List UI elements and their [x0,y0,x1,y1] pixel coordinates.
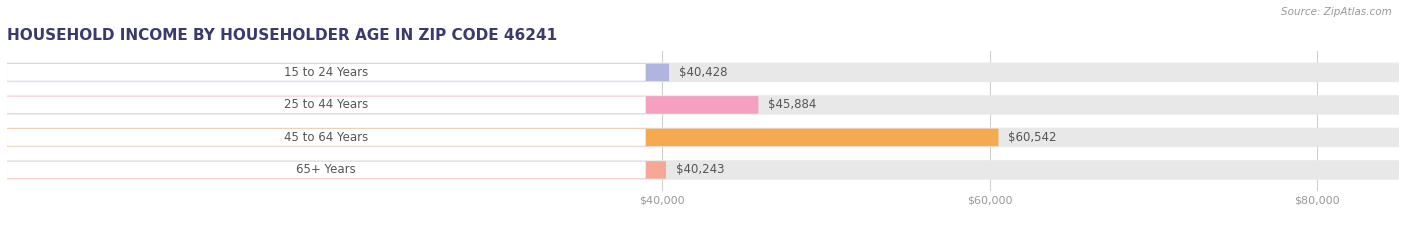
FancyBboxPatch shape [7,96,645,113]
FancyBboxPatch shape [7,161,645,178]
FancyBboxPatch shape [7,63,1399,82]
Text: HOUSEHOLD INCOME BY HOUSEHOLDER AGE IN ZIP CODE 46241: HOUSEHOLD INCOME BY HOUSEHOLDER AGE IN Z… [7,28,557,43]
FancyBboxPatch shape [7,129,645,146]
FancyBboxPatch shape [7,161,666,179]
Text: 65+ Years: 65+ Years [297,163,356,176]
FancyBboxPatch shape [7,96,758,114]
FancyBboxPatch shape [7,129,998,146]
Text: $60,542: $60,542 [1008,131,1057,144]
FancyBboxPatch shape [7,64,669,81]
Text: 45 to 64 Years: 45 to 64 Years [284,131,368,144]
Text: 25 to 44 Years: 25 to 44 Years [284,98,368,111]
FancyBboxPatch shape [7,64,645,81]
Text: $40,428: $40,428 [679,66,727,79]
FancyBboxPatch shape [7,160,1399,180]
FancyBboxPatch shape [7,128,1399,147]
Text: 15 to 24 Years: 15 to 24 Years [284,66,368,79]
Text: Source: ZipAtlas.com: Source: ZipAtlas.com [1281,7,1392,17]
FancyBboxPatch shape [7,95,1399,115]
Text: $45,884: $45,884 [768,98,817,111]
Text: $40,243: $40,243 [676,163,724,176]
